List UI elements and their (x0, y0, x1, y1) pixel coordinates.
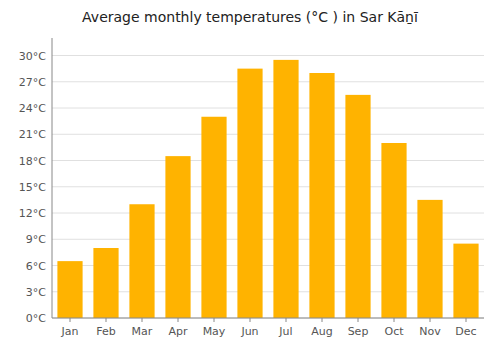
x-axis-line (52, 318, 484, 319)
x-tick-label: Mar (132, 325, 153, 338)
grid-line (52, 318, 484, 319)
y-tick-label: 6°C (26, 260, 46, 273)
y-tick-label: 12°C (19, 207, 46, 220)
y-tick-label: 15°C (19, 181, 46, 194)
y-tick-label: 27°C (19, 76, 46, 89)
bar (165, 156, 190, 318)
bar (417, 200, 442, 318)
y-tick-label: 18°C (19, 155, 46, 168)
x-tick-label: Jun (240, 325, 258, 338)
y-tick-label: 21°C (19, 128, 46, 141)
bar (201, 117, 226, 318)
x-tick (142, 318, 143, 322)
grid-line (52, 186, 484, 187)
bar (381, 143, 406, 318)
x-tick (466, 318, 467, 322)
y-tick-label: 30°C (19, 50, 46, 63)
y-axis-line (52, 38, 53, 318)
title: Average monthly temperatures (°C ) in Sa… (82, 9, 418, 25)
page: {"chart_data": {"type": "bar", "title": … (0, 0, 500, 350)
x-tick-label: Dec (455, 325, 476, 338)
y-tick-label: 0°C (26, 312, 46, 325)
x-tick (430, 318, 431, 322)
x-tick (250, 318, 251, 322)
grid-line (52, 160, 484, 161)
grid-line (52, 134, 484, 135)
x-tick-label: Nov (419, 325, 441, 338)
x-tick-label: Feb (96, 325, 115, 338)
grid-line (52, 81, 484, 82)
x-tick-label: Oct (384, 325, 404, 338)
y-tick-label: 3°C (26, 286, 46, 299)
bar (309, 73, 334, 318)
x-tick-label: Apr (168, 325, 188, 338)
x-tick (358, 318, 359, 322)
bar (93, 248, 118, 318)
bar (453, 244, 478, 318)
y-tick-label: 24°C (19, 102, 46, 115)
grid-line (52, 108, 484, 109)
bar (57, 261, 82, 318)
chart: Average monthly temperatures (°C ) in Sa… (0, 0, 500, 350)
x-tick-label: Jan (61, 325, 79, 338)
x-tick-label: Aug (311, 325, 332, 338)
x-tick-label: Sep (348, 325, 369, 338)
x-tick (394, 318, 395, 322)
x-tick (322, 318, 323, 322)
x-tick (178, 318, 179, 322)
x-tick (286, 318, 287, 322)
x-tick (70, 318, 71, 322)
grid (52, 56, 484, 319)
bar (345, 95, 370, 318)
x-tick-label: May (203, 325, 226, 338)
bar (237, 69, 262, 318)
grid-line (52, 55, 484, 56)
x-tick (106, 318, 107, 322)
plot-area (52, 38, 484, 318)
bar (129, 204, 154, 318)
x-tick-label: Jul (278, 325, 292, 338)
bars (57, 60, 478, 318)
y-tick-label: 9°C (26, 233, 46, 246)
bar (273, 60, 298, 318)
x-tick (214, 318, 215, 322)
